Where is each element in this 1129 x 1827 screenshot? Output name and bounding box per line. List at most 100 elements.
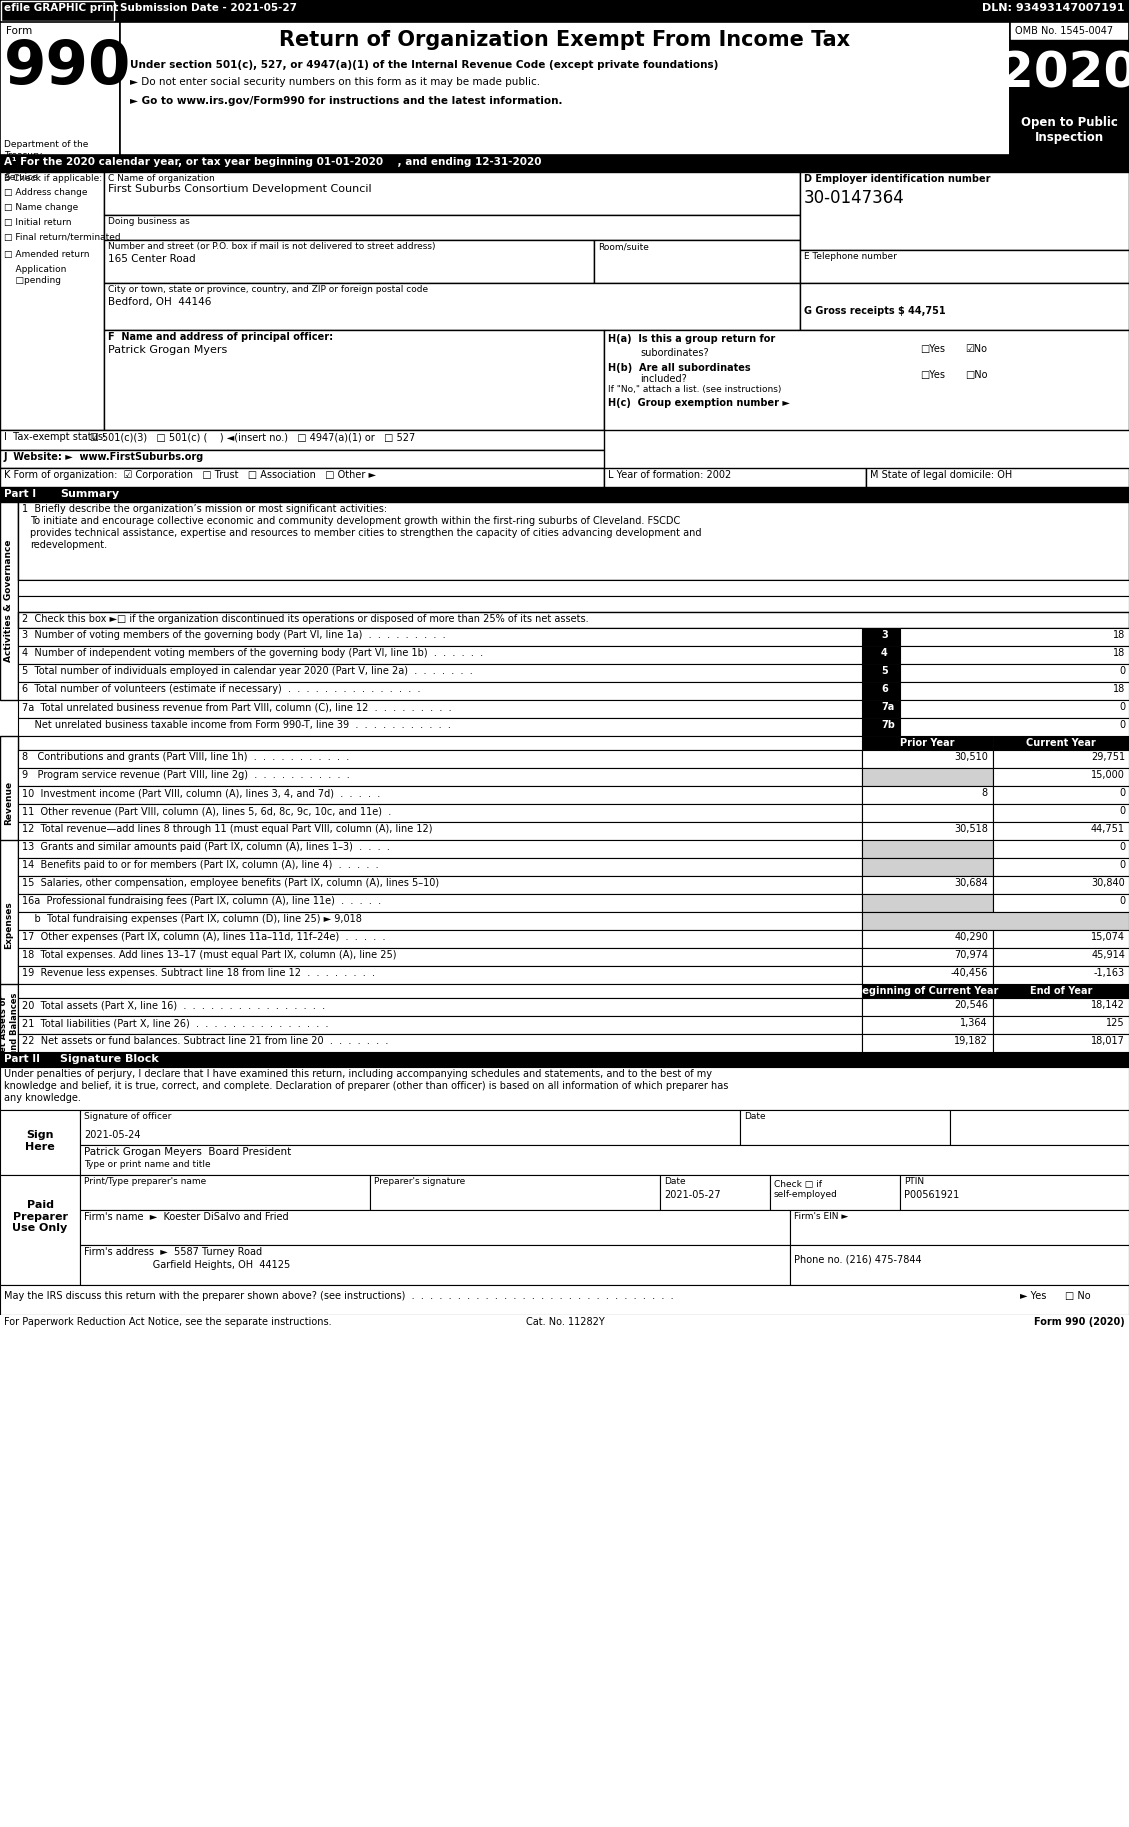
Bar bbox=[0, 488, 1129, 502]
Text: H(b)  Are all subordinates: H(b) Are all subordinates bbox=[609, 364, 751, 373]
Bar bbox=[949, 1111, 1129, 1146]
Bar bbox=[604, 468, 866, 488]
Text: 18: 18 bbox=[1113, 649, 1124, 658]
Text: L Year of formation: 2002: L Year of formation: 2002 bbox=[609, 470, 732, 481]
Bar bbox=[863, 1016, 994, 1034]
Text: □No: □No bbox=[965, 371, 988, 380]
Bar bbox=[900, 700, 1129, 718]
Bar bbox=[800, 283, 1129, 331]
Bar bbox=[863, 966, 994, 985]
Text: Sign
Here: Sign Here bbox=[25, 1131, 55, 1151]
Bar bbox=[994, 840, 1129, 859]
Text: D Employer identification number: D Employer identification number bbox=[804, 174, 990, 185]
Bar bbox=[18, 612, 1129, 628]
Bar bbox=[863, 804, 994, 822]
Text: A¹ For the 2020 calendar year, or tax year beginning 01-01-2020    , and ending : A¹ For the 2020 calendar year, or tax ye… bbox=[5, 157, 542, 166]
Bar bbox=[18, 628, 863, 647]
Text: ► Do not enter social security numbers on this form as it may be made public.: ► Do not enter social security numbers o… bbox=[130, 77, 540, 88]
Text: P00561921: P00561921 bbox=[904, 1189, 960, 1200]
Text: If "No," attach a list. (see instructions): If "No," attach a list. (see instruction… bbox=[609, 385, 781, 395]
Text: Number and street (or P.O. box if mail is not delivered to street address): Number and street (or P.O. box if mail i… bbox=[108, 241, 436, 250]
Bar bbox=[18, 930, 863, 948]
Bar bbox=[18, 751, 863, 767]
Bar bbox=[0, 1284, 1129, 1315]
Bar bbox=[770, 1175, 900, 1209]
Text: 18: 18 bbox=[1113, 683, 1124, 694]
Text: 0: 0 bbox=[1119, 842, 1124, 851]
Bar bbox=[863, 647, 900, 663]
Text: 40,290: 40,290 bbox=[954, 932, 988, 943]
Bar bbox=[863, 1034, 994, 1052]
Bar bbox=[863, 767, 994, 786]
Bar bbox=[1010, 22, 1129, 155]
Bar bbox=[863, 840, 994, 859]
Text: 165 Center Road: 165 Center Road bbox=[108, 254, 195, 263]
Text: □Yes: □Yes bbox=[920, 371, 945, 380]
Text: I  Tax-exempt status:: I Tax-exempt status: bbox=[5, 431, 106, 442]
Bar bbox=[900, 663, 1129, 681]
Bar bbox=[863, 786, 994, 804]
Bar bbox=[0, 1111, 80, 1175]
Bar bbox=[994, 998, 1129, 1016]
Bar bbox=[994, 875, 1129, 893]
Bar bbox=[994, 930, 1129, 948]
Text: Firm's EIN ►: Firm's EIN ► bbox=[794, 1211, 848, 1220]
Text: □ Initial return: □ Initial return bbox=[5, 217, 71, 227]
Text: □pending: □pending bbox=[5, 276, 61, 285]
Bar bbox=[0, 502, 18, 700]
Text: 15,074: 15,074 bbox=[1091, 932, 1124, 943]
Bar bbox=[1010, 40, 1129, 113]
Bar bbox=[0, 1067, 1129, 1111]
Bar bbox=[0, 429, 604, 449]
Bar bbox=[0, 468, 604, 488]
Text: Firm's name  ►  Koester DiSalvo and Fried: Firm's name ► Koester DiSalvo and Fried bbox=[84, 1211, 289, 1222]
Text: 19,182: 19,182 bbox=[954, 1036, 988, 1047]
Text: To initiate and encourage collective economic and community development growth w: To initiate and encourage collective eco… bbox=[30, 515, 681, 526]
Bar bbox=[863, 859, 994, 875]
Bar bbox=[18, 998, 863, 1016]
Text: Signature of officer: Signature of officer bbox=[84, 1113, 172, 1122]
Text: 0: 0 bbox=[1119, 861, 1124, 870]
Bar bbox=[863, 985, 994, 998]
Bar bbox=[18, 966, 863, 985]
Text: Net Assets or
Fund Balances: Net Assets or Fund Balances bbox=[0, 992, 19, 1061]
Bar bbox=[994, 966, 1129, 985]
Text: 20  Total assets (Part X, line 16)  .  .  .  .  .  .  .  .  .  .  .  .  .  .  . : 20 Total assets (Part X, line 16) . . . … bbox=[21, 999, 325, 1010]
Text: 18,142: 18,142 bbox=[1091, 999, 1124, 1010]
Text: □ Name change: □ Name change bbox=[5, 203, 78, 212]
Text: 0: 0 bbox=[1119, 702, 1124, 713]
Text: 15  Salaries, other compensation, employee benefits (Part IX, column (A), lines : 15 Salaries, other compensation, employe… bbox=[21, 879, 439, 888]
Text: Return of Organization Exempt From Income Tax: Return of Organization Exempt From Incom… bbox=[280, 29, 850, 49]
Text: 10  Investment income (Part VIII, column (A), lines 3, 4, and 7d)  .  .  .  .  .: 10 Investment income (Part VIII, column … bbox=[21, 787, 380, 798]
Text: 45,914: 45,914 bbox=[1091, 950, 1124, 959]
Bar bbox=[18, 912, 863, 930]
Bar bbox=[0, 1315, 1129, 1337]
Bar bbox=[18, 822, 863, 840]
Text: 5: 5 bbox=[881, 667, 887, 676]
Text: 17  Other expenses (Part IX, column (A), lines 11a–11d, 11f–24e)  .  .  .  .  .: 17 Other expenses (Part IX, column (A), … bbox=[21, 932, 385, 943]
Bar bbox=[18, 893, 863, 912]
Bar bbox=[80, 1209, 790, 1244]
Bar bbox=[18, 786, 863, 804]
Text: 990: 990 bbox=[5, 38, 131, 97]
Text: □ Address change: □ Address change bbox=[5, 188, 88, 197]
Text: Activities & Governance: Activities & Governance bbox=[5, 539, 14, 661]
Bar bbox=[863, 718, 900, 736]
Text: 11  Other revenue (Part VIII, column (A), lines 5, 6d, 8c, 9c, 10c, and 11e)  .: 11 Other revenue (Part VIII, column (A),… bbox=[21, 806, 392, 817]
Bar bbox=[1, 2, 114, 20]
Text: 0: 0 bbox=[1119, 895, 1124, 906]
Bar bbox=[994, 767, 1129, 786]
Text: 6: 6 bbox=[881, 683, 887, 694]
Text: 3: 3 bbox=[881, 630, 887, 639]
Bar bbox=[900, 1175, 1129, 1209]
Bar bbox=[863, 736, 994, 751]
Text: included?: included? bbox=[640, 375, 686, 384]
Bar bbox=[994, 736, 1129, 751]
Bar bbox=[80, 1111, 739, 1146]
Text: □ Amended return: □ Amended return bbox=[5, 250, 89, 259]
Text: Paid
Preparer
Use Only: Paid Preparer Use Only bbox=[12, 1200, 68, 1233]
Text: 0: 0 bbox=[1119, 787, 1124, 798]
Bar bbox=[900, 681, 1129, 700]
Bar bbox=[866, 468, 1129, 488]
Text: Under penalties of perjury, I declare that I have examined this return, includin: Under penalties of perjury, I declare th… bbox=[5, 1069, 712, 1080]
